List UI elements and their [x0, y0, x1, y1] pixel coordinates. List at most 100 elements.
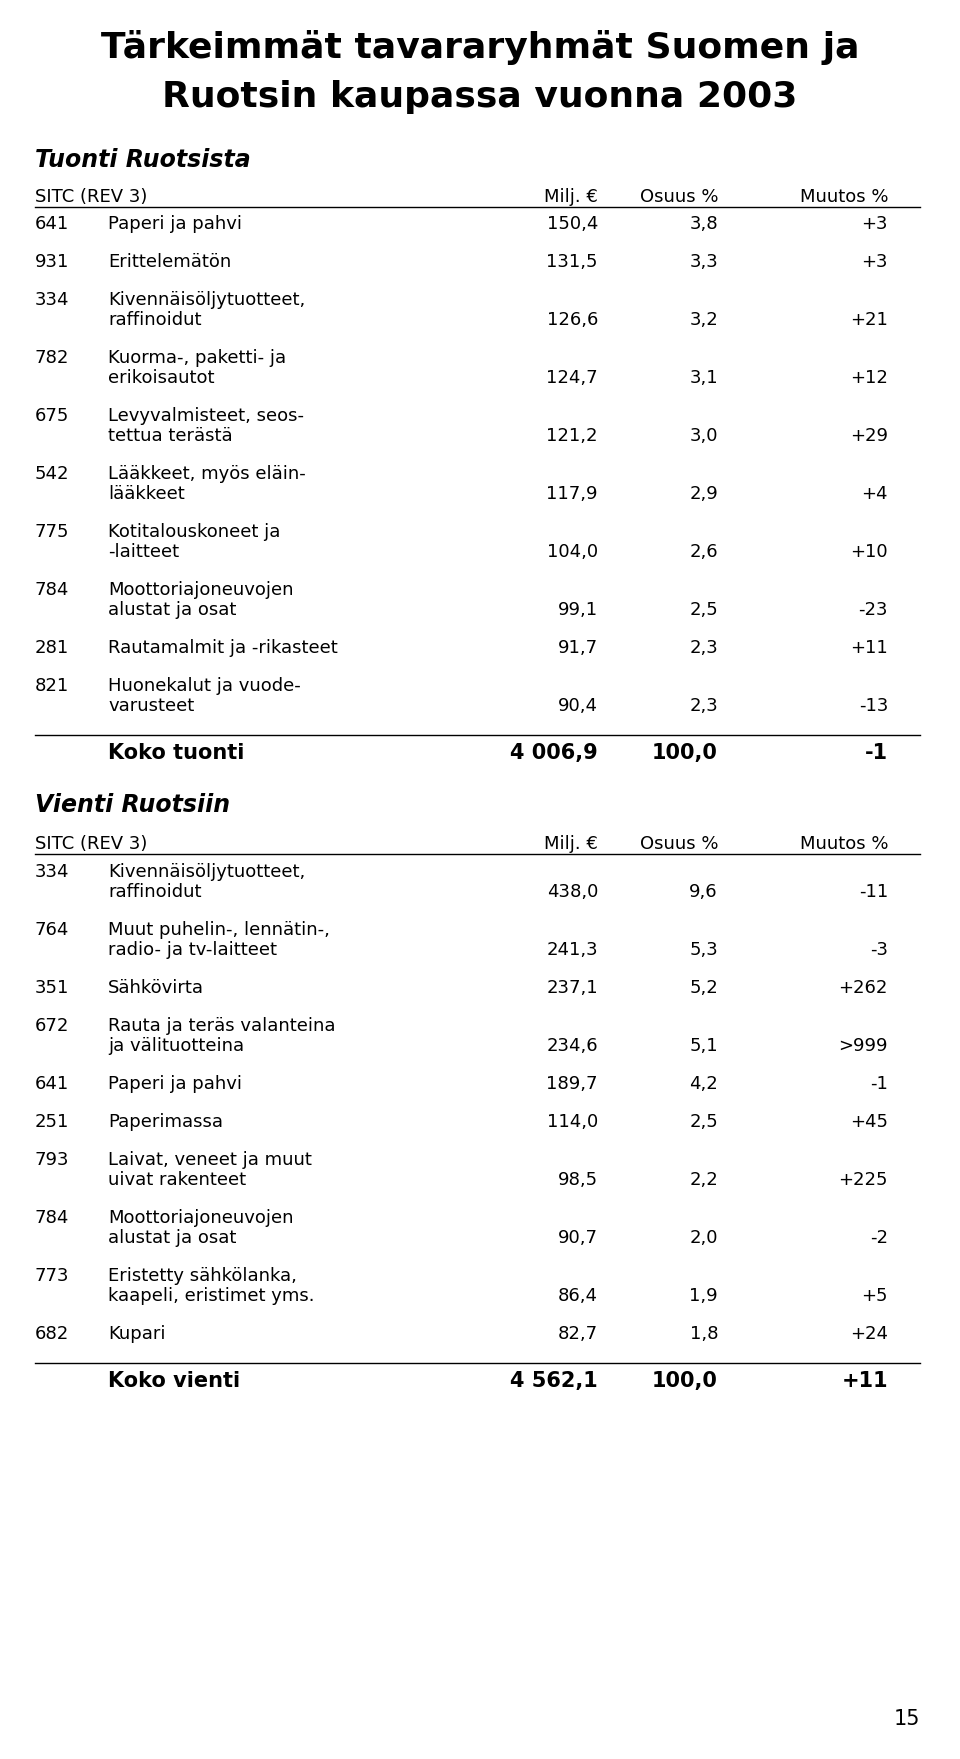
Text: -1: -1 [870, 1075, 888, 1092]
Text: +3: +3 [861, 253, 888, 271]
Text: erikoisautot: erikoisautot [108, 369, 214, 387]
Text: 821: 821 [35, 677, 69, 695]
Text: Paperi ja pahvi: Paperi ja pahvi [108, 215, 242, 232]
Text: 2,5: 2,5 [689, 602, 718, 619]
Text: 2,5: 2,5 [689, 1113, 718, 1131]
Text: +5: +5 [861, 1288, 888, 1305]
Text: 775: 775 [35, 522, 69, 542]
Text: Tuonti Ruotsista: Tuonti Ruotsista [35, 148, 251, 172]
Text: >999: >999 [838, 1038, 888, 1055]
Text: 5,2: 5,2 [689, 980, 718, 997]
Text: 189,7: 189,7 [546, 1075, 598, 1092]
Text: 764: 764 [35, 922, 69, 939]
Text: -11: -11 [859, 883, 888, 901]
Text: Levyvalmisteet, seos-: Levyvalmisteet, seos- [108, 406, 304, 426]
Text: raffinoidut: raffinoidut [108, 883, 202, 901]
Text: Kotitalouskoneet ja: Kotitalouskoneet ja [108, 522, 280, 542]
Text: Osuus %: Osuus % [639, 836, 718, 853]
Text: 234,6: 234,6 [546, 1038, 598, 1055]
Text: Erittelemätön: Erittelemätön [108, 253, 231, 271]
Text: 334: 334 [35, 864, 69, 881]
Text: +4: +4 [861, 485, 888, 503]
Text: kaapeli, eristimet yms.: kaapeli, eristimet yms. [108, 1288, 315, 1305]
Text: Eristetty sähkölanka,: Eristetty sähkölanka, [108, 1266, 297, 1286]
Text: 100,0: 100,0 [652, 742, 718, 763]
Text: 90,4: 90,4 [558, 697, 598, 714]
Text: ja välituotteina: ja välituotteina [108, 1038, 244, 1055]
Text: 91,7: 91,7 [558, 639, 598, 658]
Text: 82,7: 82,7 [558, 1325, 598, 1344]
Text: 4 562,1: 4 562,1 [511, 1370, 598, 1391]
Text: 3,0: 3,0 [689, 427, 718, 445]
Text: 2,3: 2,3 [689, 639, 718, 658]
Text: Koko vienti: Koko vienti [108, 1370, 240, 1391]
Text: Kupari: Kupari [108, 1325, 165, 1344]
Text: 2,6: 2,6 [689, 544, 718, 561]
Text: 2,0: 2,0 [689, 1230, 718, 1247]
Text: 9,6: 9,6 [689, 883, 718, 901]
Text: Vienti Ruotsiin: Vienti Ruotsiin [35, 793, 230, 816]
Text: 86,4: 86,4 [558, 1288, 598, 1305]
Text: -23: -23 [858, 602, 888, 619]
Text: 2,2: 2,2 [689, 1171, 718, 1189]
Text: Osuus %: Osuus % [639, 188, 718, 206]
Text: 237,1: 237,1 [546, 980, 598, 997]
Text: uivat rakenteet: uivat rakenteet [108, 1171, 246, 1189]
Text: Lääkkeet, myös eläin-: Lääkkeet, myös eläin- [108, 464, 305, 484]
Text: alustat ja osat: alustat ja osat [108, 1230, 236, 1247]
Text: Milj. €: Milj. € [544, 836, 598, 853]
Text: +12: +12 [851, 369, 888, 387]
Text: 114,0: 114,0 [547, 1113, 598, 1131]
Text: SITC (REV 3): SITC (REV 3) [35, 188, 148, 206]
Text: Rautamalmit ja -rikasteet: Rautamalmit ja -rikasteet [108, 639, 338, 658]
Text: +10: +10 [851, 544, 888, 561]
Text: 5,3: 5,3 [689, 941, 718, 959]
Text: Milj. €: Milj. € [544, 188, 598, 206]
Text: 2,3: 2,3 [689, 697, 718, 714]
Text: 3,8: 3,8 [689, 215, 718, 232]
Text: radio- ja tv-laitteet: radio- ja tv-laitteet [108, 941, 277, 959]
Text: 150,4: 150,4 [546, 215, 598, 232]
Text: 641: 641 [35, 215, 69, 232]
Text: 784: 784 [35, 580, 69, 600]
Text: varusteet: varusteet [108, 697, 194, 714]
Text: +3: +3 [861, 215, 888, 232]
Text: 438,0: 438,0 [546, 883, 598, 901]
Text: +11: +11 [851, 639, 888, 658]
Text: alustat ja osat: alustat ja osat [108, 602, 236, 619]
Text: Paperimassa: Paperimassa [108, 1113, 223, 1131]
Text: +45: +45 [850, 1113, 888, 1131]
Text: Huonekalut ja vuode-: Huonekalut ja vuode- [108, 677, 300, 695]
Text: 784: 784 [35, 1208, 69, 1228]
Text: 1,9: 1,9 [689, 1288, 718, 1305]
Text: Laivat, veneet ja muut: Laivat, veneet ja muut [108, 1150, 312, 1170]
Text: 99,1: 99,1 [558, 602, 598, 619]
Text: 682: 682 [35, 1325, 69, 1344]
Text: 4 006,9: 4 006,9 [511, 742, 598, 763]
Text: 3,2: 3,2 [689, 311, 718, 329]
Text: 121,2: 121,2 [546, 427, 598, 445]
Text: 641: 641 [35, 1075, 69, 1092]
Text: +262: +262 [839, 980, 888, 997]
Text: tettua terästä: tettua terästä [108, 427, 232, 445]
Text: -laitteet: -laitteet [108, 544, 180, 561]
Text: Moottoriajoneuvojen: Moottoriajoneuvojen [108, 1208, 294, 1228]
Text: 131,5: 131,5 [546, 253, 598, 271]
Text: Kivennäisöljytuotteet,: Kivennäisöljytuotteet, [108, 864, 305, 881]
Text: 241,3: 241,3 [546, 941, 598, 959]
Text: 281: 281 [35, 639, 69, 658]
Text: 3,3: 3,3 [689, 253, 718, 271]
Text: Ruotsin kaupassa vuonna 2003: Ruotsin kaupassa vuonna 2003 [162, 79, 798, 114]
Text: 117,9: 117,9 [546, 485, 598, 503]
Text: 4,2: 4,2 [689, 1075, 718, 1092]
Text: lääkkeet: lääkkeet [108, 485, 184, 503]
Text: Paperi ja pahvi: Paperi ja pahvi [108, 1075, 242, 1092]
Text: 98,5: 98,5 [558, 1171, 598, 1189]
Text: Muutos %: Muutos % [800, 188, 888, 206]
Text: +11: +11 [841, 1370, 888, 1391]
Text: 90,7: 90,7 [558, 1230, 598, 1247]
Text: 124,7: 124,7 [546, 369, 598, 387]
Text: Tärkeimmät tavararyhmät Suomen ja: Tärkeimmät tavararyhmät Suomen ja [101, 30, 859, 65]
Text: 542: 542 [35, 464, 69, 484]
Text: +29: +29 [850, 427, 888, 445]
